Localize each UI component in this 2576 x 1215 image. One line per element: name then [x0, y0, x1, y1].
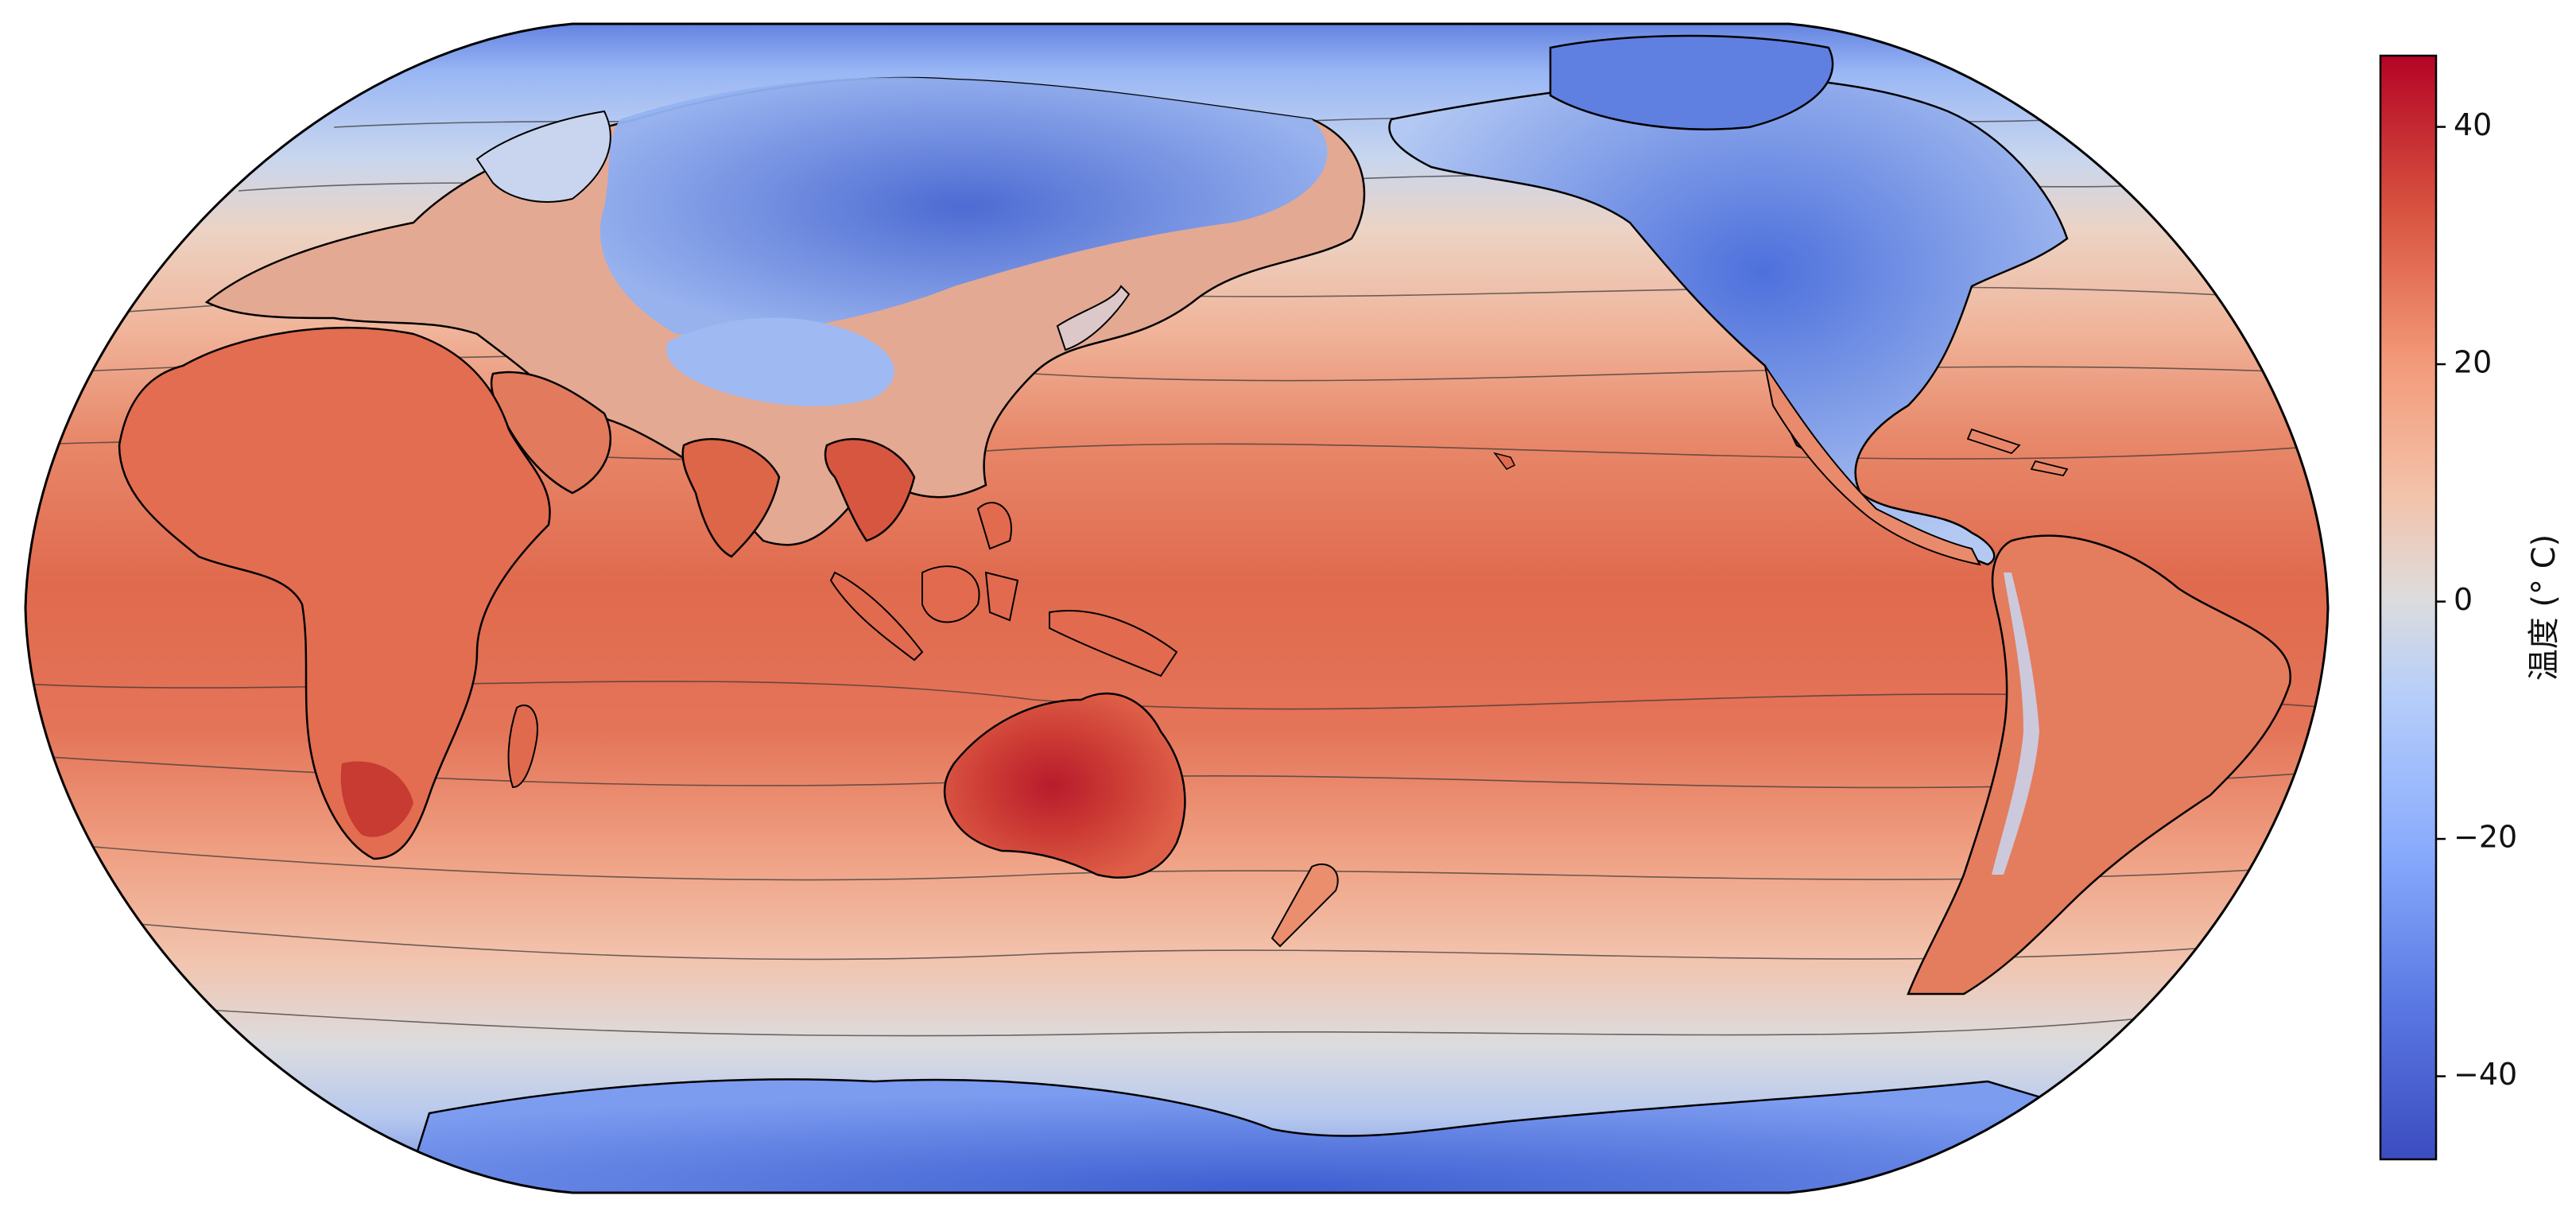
- caribbean-islands: [1966, 428, 2069, 477]
- colorbar-label: 温度 (° C): [2526, 534, 2562, 681]
- scandinavia: [475, 110, 611, 203]
- north-america: [1388, 76, 2069, 566]
- colorbar-tick-label: 20: [2454, 345, 2492, 380]
- antarctica: [396, 1078, 2148, 1193]
- africa: [118, 326, 551, 860]
- colorbar-tick-label: 40: [2454, 107, 2492, 142]
- japan: [1056, 285, 1131, 351]
- madagascar: [507, 704, 538, 789]
- colorbar: 40 20 0 −20 −40 温度 (° C): [2379, 54, 2562, 1161]
- india: [681, 438, 781, 558]
- greenland: [1549, 34, 1834, 130]
- andes-cold-strip: [1992, 573, 2039, 875]
- new-zealand: [1271, 863, 1339, 948]
- tibet-cold-region: [666, 317, 894, 406]
- colorbar-tick-label: −20: [2454, 820, 2517, 855]
- colorbar-ticks: 40 20 0 −20 −40: [2436, 107, 2517, 1092]
- globe-outline: [24, 22, 2330, 1194]
- colorbar-tick-label: 0: [2454, 582, 2473, 617]
- south-america: [1907, 534, 2291, 996]
- maritime-continent: [829, 502, 1178, 677]
- southern-africa-hot-region: [340, 761, 413, 837]
- southeast-asia: [824, 437, 916, 542]
- colorbar-gradient: [2379, 54, 2438, 1161]
- siberia-cold-region: [599, 77, 1328, 336]
- central-america: [1764, 365, 1981, 566]
- globe: [25, 24, 2328, 1193]
- hawaii-islands: [1493, 452, 1516, 470]
- colorbar-tick-label: −40: [2454, 1057, 2517, 1092]
- australia: [943, 692, 1186, 879]
